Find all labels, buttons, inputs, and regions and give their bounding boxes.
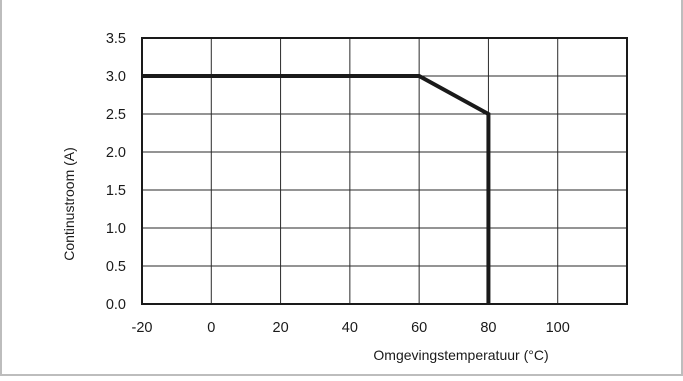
y-tick-label: 1.0 — [106, 221, 126, 237]
plot-border — [141, 37, 628, 305]
y-tick-label: 0.0 — [106, 297, 126, 313]
y-tick-label: 0.5 — [106, 259, 126, 275]
x-axis-label: Omgevingstemperatuur (°C) — [373, 347, 548, 363]
series-line — [142, 74, 491, 304]
series-layer — [142, 74, 491, 304]
x-tick-label: -20 — [132, 320, 153, 336]
y-tick-label: 2.5 — [106, 107, 126, 123]
x-tick-label: 60 — [411, 320, 427, 336]
x-tick-labels: -20 0 20 40 60 80 100 — [132, 320, 570, 336]
x-tick-label: 20 — [273, 320, 289, 336]
y-tick-labels: 0.0 0.5 1.0 1.5 2.0 2.5 3.0 3.5 — [106, 31, 126, 313]
x-tick-label: 40 — [342, 320, 358, 336]
x-tick-label: 100 — [546, 320, 570, 336]
x-tick-label: 0 — [207, 320, 215, 336]
axes — [141, 37, 628, 305]
y-axis-label: Continustroom (A) — [61, 147, 77, 261]
y-tick-label: 3.5 — [106, 31, 126, 47]
x-tick-label: 80 — [480, 320, 496, 336]
y-tick-label: 2.0 — [106, 145, 126, 161]
y-tick-label: 1.5 — [106, 183, 126, 199]
y-tick-label: 3.0 — [106, 69, 126, 85]
